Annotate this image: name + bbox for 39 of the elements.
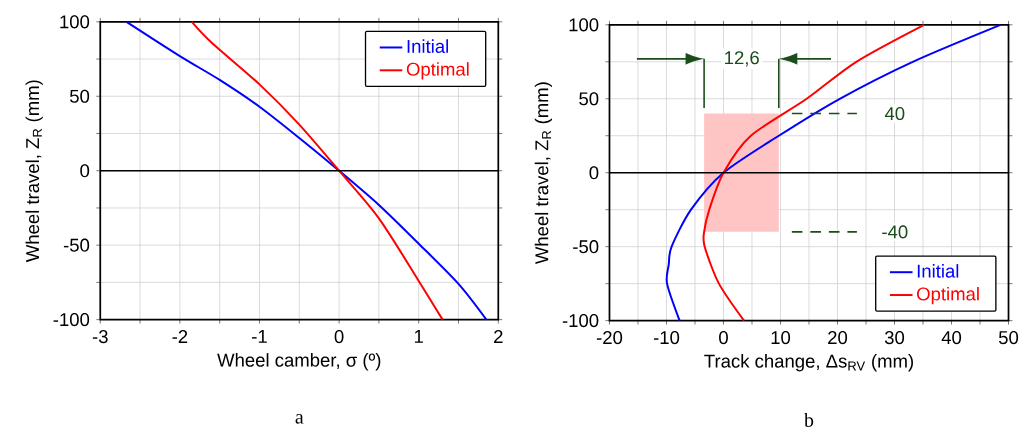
x-tick-label: 0 [334,330,344,344]
legend-label: Initial [407,39,448,53]
y-tick-label: -50 [63,238,90,252]
legend-label: Optimal [917,286,979,305]
ref-line-label: -40 [882,225,908,239]
y-tick-label: 50 [69,89,90,103]
x-tick-label: -1 [252,330,267,343]
text: b [804,412,814,427]
x-tick-label: 20 [828,330,848,345]
line-series [665,23,1002,322]
x-tick-label: -2 [172,330,188,343]
y-tick-label: 50 [579,92,599,106]
legend-label: Optimal [406,62,469,80]
y-tick-label: 100 [569,18,599,32]
x-tick-label: 10 [771,330,791,345]
ref-line-label: 40 [884,106,905,121]
y-tick-label: 100 [60,15,90,29]
y-tick-label: -100 [53,313,90,327]
x-tick-label: 0 [719,330,728,345]
x-tick-label: -20 [596,330,623,345]
x-tick-label: 50 [998,330,1019,345]
y-tick-label: -100 [562,314,599,328]
text: a [295,414,304,424]
x-tick-label: 30 [884,330,905,345]
x-tick-label: -10 [653,330,680,345]
x-axis-title: Track change, Δs$_{RV}$ (mm) [704,354,913,372]
legend-label: Initial [917,264,959,278]
y-axis-title: Wheel travel, Z$_{R}$ (mm) [25,80,43,263]
line-series [125,20,488,321]
x-tick-label: 1 [414,330,423,343]
y-tick-label: 0 [80,164,90,178]
y-tick-label: 0 [589,166,599,180]
y-axis-title: Wheel travel, Z$_{R}$ (mm) [534,82,553,265]
x-axis-title: Wheel camber, σ (º) [217,353,381,371]
x-tick-label: -3 [92,330,108,344]
y-tick-label: -50 [573,240,599,254]
x-tick-label: 2 [494,330,503,343]
x-tick-label: 40 [941,330,962,345]
annotation: 12,6 [725,51,759,67]
